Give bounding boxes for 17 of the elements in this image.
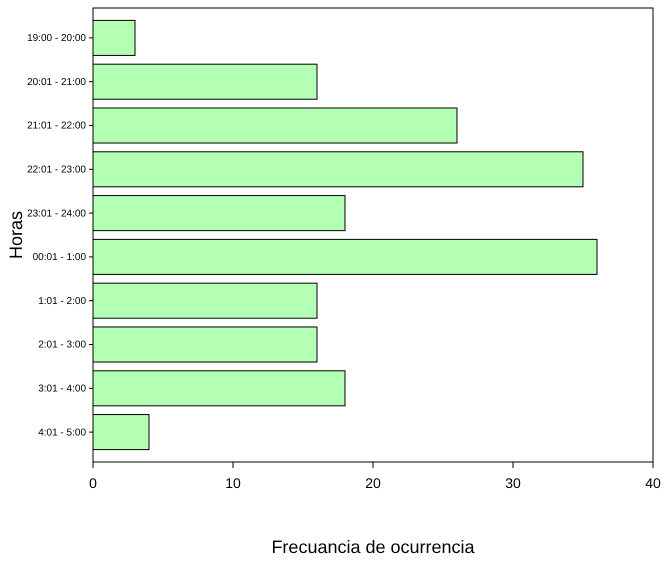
y-tick-label: 20:01 - 21:00: [27, 76, 86, 88]
y-axis-title: Horas: [6, 210, 26, 260]
x-axis-title: Frecuancia de ocurrencia: [271, 537, 476, 557]
y-tick-label: 00:01 - 1:00: [32, 252, 86, 264]
y-tick-label: 22:01 - 23:00: [27, 164, 86, 176]
x-tick-label: 0: [89, 474, 98, 491]
y-tick-label: 2:01 - 3:00: [38, 340, 86, 351]
y-tick-label: 21:01 - 22:00: [27, 120, 86, 132]
y-tick-label: 19:00 - 20:00: [27, 33, 86, 44]
x-tick-label: 30: [505, 474, 521, 491]
x-tick-label: 20: [365, 474, 381, 491]
y-tick-label: 1:01 - 2:00: [38, 296, 86, 307]
y-tick-label: 23:01 - 24:00: [27, 208, 86, 220]
x-tick-label: 40: [645, 474, 661, 491]
y-tick-label: 4:01 - 5:00: [38, 427, 86, 438]
x-tick-label: 10: [225, 474, 241, 491]
y-tick-label: 3:01 - 4:00: [38, 384, 86, 394]
